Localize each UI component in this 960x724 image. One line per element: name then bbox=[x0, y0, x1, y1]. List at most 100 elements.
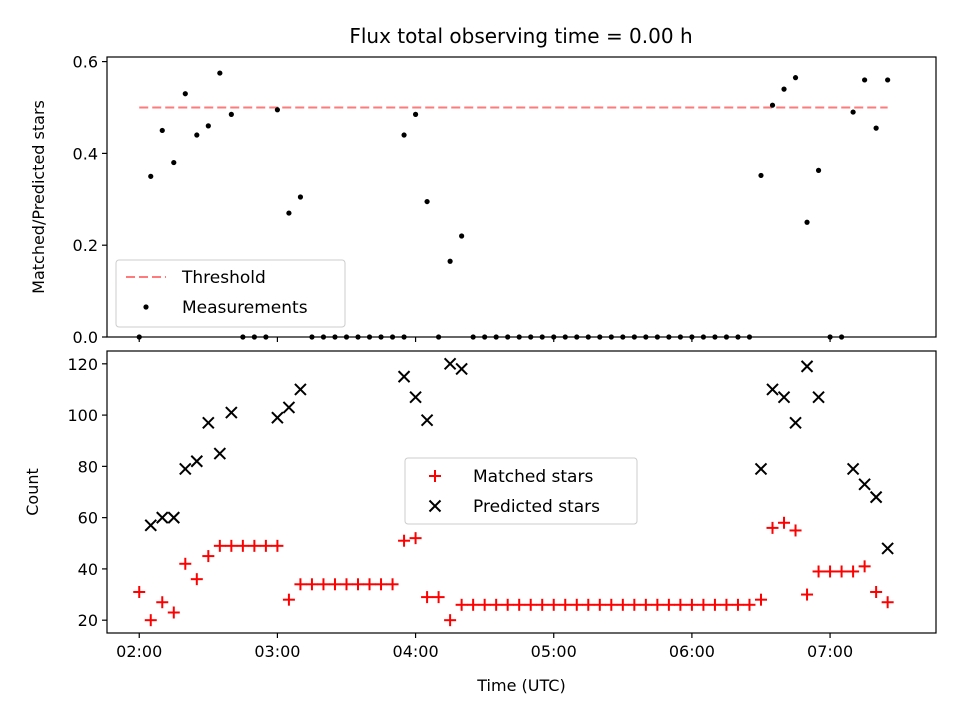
y-tick-label: 120 bbox=[67, 355, 98, 374]
matched-point bbox=[559, 598, 572, 611]
measurement-point bbox=[885, 77, 891, 83]
measurement-point bbox=[436, 334, 442, 340]
matched-point bbox=[513, 598, 526, 611]
predicted-point bbox=[443, 357, 457, 371]
measurement-point bbox=[217, 70, 223, 76]
matched-point bbox=[593, 598, 606, 611]
measurement-point bbox=[332, 334, 338, 340]
matched-point bbox=[628, 598, 641, 611]
measurement-point bbox=[643, 334, 649, 340]
matched-point bbox=[455, 598, 468, 611]
matched-point bbox=[133, 585, 146, 598]
measurement-point bbox=[712, 334, 718, 340]
legend: Matched stars Predicted stars bbox=[404, 457, 638, 525]
matched-point bbox=[547, 598, 560, 611]
legend-threshold-label: Threshold bbox=[181, 268, 266, 288]
matched-point bbox=[778, 516, 791, 529]
matched-point bbox=[317, 578, 330, 591]
predicted-point bbox=[156, 511, 169, 524]
matched-point bbox=[432, 591, 445, 604]
y-tick-label: 100 bbox=[67, 406, 98, 425]
predicted-point bbox=[397, 370, 411, 383]
matched-point bbox=[766, 521, 779, 534]
measurement-point bbox=[873, 125, 879, 131]
predicted-point bbox=[282, 401, 296, 414]
matched-point bbox=[639, 598, 652, 611]
measurement-point bbox=[862, 77, 868, 83]
measurement-point bbox=[528, 334, 534, 340]
matched-point bbox=[847, 565, 860, 578]
measurement-point bbox=[585, 334, 591, 340]
predicted-point bbox=[167, 511, 180, 524]
matched-point bbox=[524, 598, 537, 611]
plot-frame bbox=[106, 350, 937, 634]
legend-box bbox=[404, 457, 638, 525]
measurement-point bbox=[689, 334, 695, 340]
measurement-point bbox=[182, 91, 188, 97]
measurement-point bbox=[827, 334, 833, 340]
matched-point bbox=[282, 593, 295, 606]
matched-point bbox=[881, 596, 894, 609]
matched-point bbox=[835, 565, 848, 578]
measurement-point bbox=[574, 334, 580, 340]
predicted-point bbox=[455, 362, 468, 376]
y-tick-label: 0.2 bbox=[73, 236, 98, 255]
matched-point bbox=[616, 598, 629, 611]
measurement-point bbox=[792, 75, 799, 81]
matched-point bbox=[824, 565, 837, 578]
y-tick-label: 80 bbox=[78, 457, 98, 476]
matched-point bbox=[789, 524, 802, 537]
measurement-point bbox=[205, 123, 211, 129]
chart-title: Flux total observing time = 0.00 h bbox=[349, 24, 692, 48]
measurement-point bbox=[343, 334, 350, 340]
matched-point bbox=[375, 578, 388, 591]
measurement-point bbox=[597, 334, 603, 340]
matched-point bbox=[582, 598, 595, 611]
measurement-point bbox=[447, 258, 453, 264]
measurement-point bbox=[562, 334, 568, 340]
measurement-point bbox=[412, 111, 419, 117]
matched-point bbox=[444, 614, 457, 627]
measurement-point bbox=[194, 132, 200, 138]
x-tick-label: 03:00 bbox=[254, 642, 300, 661]
measurement-point bbox=[297, 194, 304, 200]
measurement-point bbox=[389, 334, 396, 340]
measurement-point bbox=[171, 159, 177, 166]
matched-point bbox=[179, 557, 192, 570]
measurement-point bbox=[539, 334, 545, 340]
measurement-point bbox=[240, 334, 246, 340]
measurement-point bbox=[769, 102, 776, 108]
measurement-point bbox=[136, 334, 142, 340]
matched-point bbox=[490, 598, 503, 611]
measurement-point bbox=[677, 334, 683, 340]
y-tick-label: 0.6 bbox=[73, 53, 98, 72]
measurement-point bbox=[482, 334, 488, 340]
measurement-point bbox=[551, 334, 557, 340]
y-tick-label: 40 bbox=[78, 560, 98, 579]
matched-point bbox=[202, 550, 215, 563]
measurement-point bbox=[838, 334, 845, 340]
matched-point bbox=[386, 578, 399, 591]
matched-point bbox=[478, 598, 491, 611]
measurement-point bbox=[459, 233, 465, 239]
matched-point bbox=[812, 565, 825, 578]
measurement-point bbox=[228, 111, 234, 117]
predicted-point bbox=[420, 414, 434, 427]
matched-point bbox=[294, 578, 307, 591]
matched-point bbox=[167, 606, 180, 619]
predicted-point bbox=[225, 406, 238, 419]
matched-point bbox=[662, 598, 675, 611]
measurement-point bbox=[355, 334, 361, 340]
predicted-point bbox=[777, 390, 791, 404]
matched-point bbox=[605, 598, 618, 611]
measurement-point bbox=[666, 334, 672, 340]
matched-point bbox=[340, 578, 353, 591]
predicted-point bbox=[179, 462, 192, 476]
matched-point bbox=[858, 560, 871, 573]
measurement-point bbox=[758, 172, 764, 179]
measurement-point bbox=[608, 334, 614, 340]
measurement-point bbox=[286, 210, 292, 216]
matched-point bbox=[225, 539, 238, 552]
measurement-point bbox=[735, 334, 741, 340]
